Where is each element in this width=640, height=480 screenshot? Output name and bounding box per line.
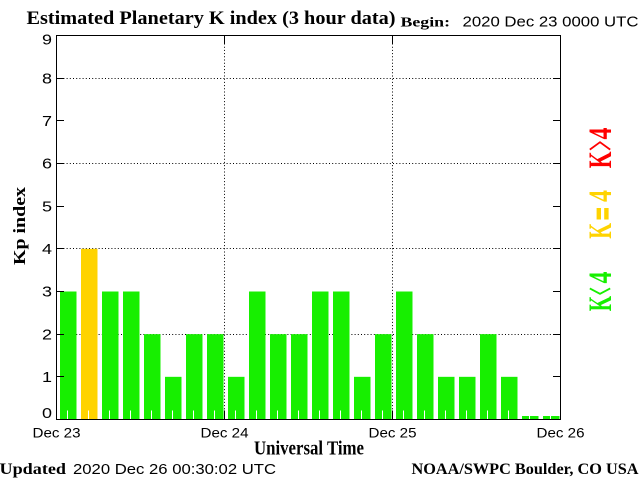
svg-text:Begin:: Begin: (401, 16, 451, 31)
svg-text:2: 2 (42, 326, 52, 343)
svg-text:Updated: Updated (0, 461, 66, 478)
svg-text:Estimated Planetary K index (3: Estimated Planetary K index (3 hour data… (27, 9, 396, 29)
svg-text:2020 Dec 26 00:30:02 UTC: 2020 Dec 26 00:30:02 UTC (73, 462, 276, 478)
svg-text:Dec 26: Dec 26 (537, 425, 585, 440)
svg-text:Dec 25: Dec 25 (369, 425, 417, 440)
svg-text:4: 4 (583, 190, 619, 202)
svg-text:2020 Dec 23 0000 UTC: 2020 Dec 23 0000 UTC (463, 13, 639, 30)
svg-text:NOAA/SWPC Boulder, CO USA: NOAA/SWPC Boulder, CO USA (412, 461, 639, 478)
svg-text:1: 1 (42, 369, 52, 386)
svg-text:0: 0 (42, 405, 52, 422)
svg-text:6: 6 (42, 156, 52, 173)
svg-text:Kp index: Kp index (10, 186, 29, 265)
svg-text:9: 9 (42, 32, 52, 49)
svg-text:8: 8 (42, 70, 52, 87)
svg-text:Dec 24: Dec 24 (201, 425, 250, 440)
svg-text:4: 4 (583, 272, 619, 284)
svg-text:K: K (583, 223, 619, 239)
svg-text:4: 4 (42, 241, 52, 258)
svg-text:K: K (583, 151, 619, 168)
svg-text:5: 5 (42, 198, 52, 215)
svg-text:K: K (583, 296, 619, 311)
svg-text:4: 4 (583, 128, 619, 140)
svg-text:7: 7 (42, 113, 52, 130)
svg-text:Dec 23: Dec 23 (33, 425, 81, 440)
svg-text:Universal Time: Universal Time (254, 438, 364, 460)
svg-text:3: 3 (42, 284, 52, 301)
